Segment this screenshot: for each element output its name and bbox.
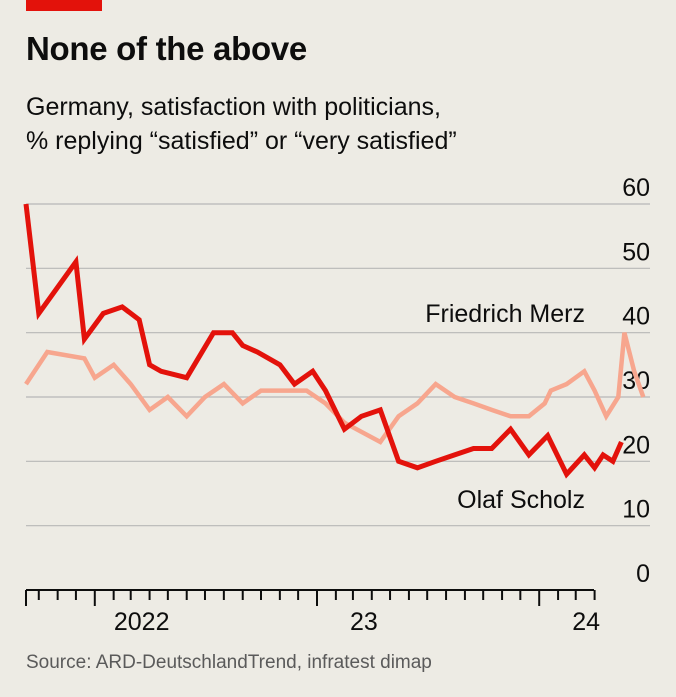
- chart-title: None of the above: [26, 30, 307, 67]
- y-tick-label: 50: [622, 238, 650, 266]
- x-axis: 2022 23 24: [25, 589, 600, 636]
- series-label-olaf-scholz: Olaf Scholz: [457, 486, 585, 514]
- subtitle-line-1: Germany, satisfaction with politicians,: [26, 93, 441, 121]
- chart-subtitle: Germany, satisfaction with politicians, …: [26, 90, 457, 158]
- series-lines: [23, 203, 646, 479]
- accent-bar: [26, 0, 102, 11]
- y-tick-label: 40: [622, 303, 650, 331]
- series-labels: Friedrich Merz Olaf Scholz: [425, 300, 585, 514]
- series-line-friedrich-merz: [24, 332, 646, 445]
- y-tick-label: 10: [622, 496, 650, 524]
- x-tick-label: 23: [350, 608, 378, 636]
- series-label-friedrich-merz: Friedrich Merz: [425, 300, 585, 328]
- subtitle-line-2: % replying “satisfied” or “very satisfie…: [26, 127, 457, 155]
- gridlines: [26, 203, 650, 527]
- x-tick-label: 2022: [114, 608, 170, 636]
- x-tick-label: 24: [572, 608, 600, 636]
- y-tick-label: 60: [622, 174, 650, 202]
- source-note: Source: ARD-DeutschlandTrend, infratest …: [26, 652, 432, 673]
- y-tick-label: 0: [636, 560, 650, 588]
- y-tick-label: 20: [622, 431, 650, 459]
- series-line-olaf-scholz: [23, 203, 624, 479]
